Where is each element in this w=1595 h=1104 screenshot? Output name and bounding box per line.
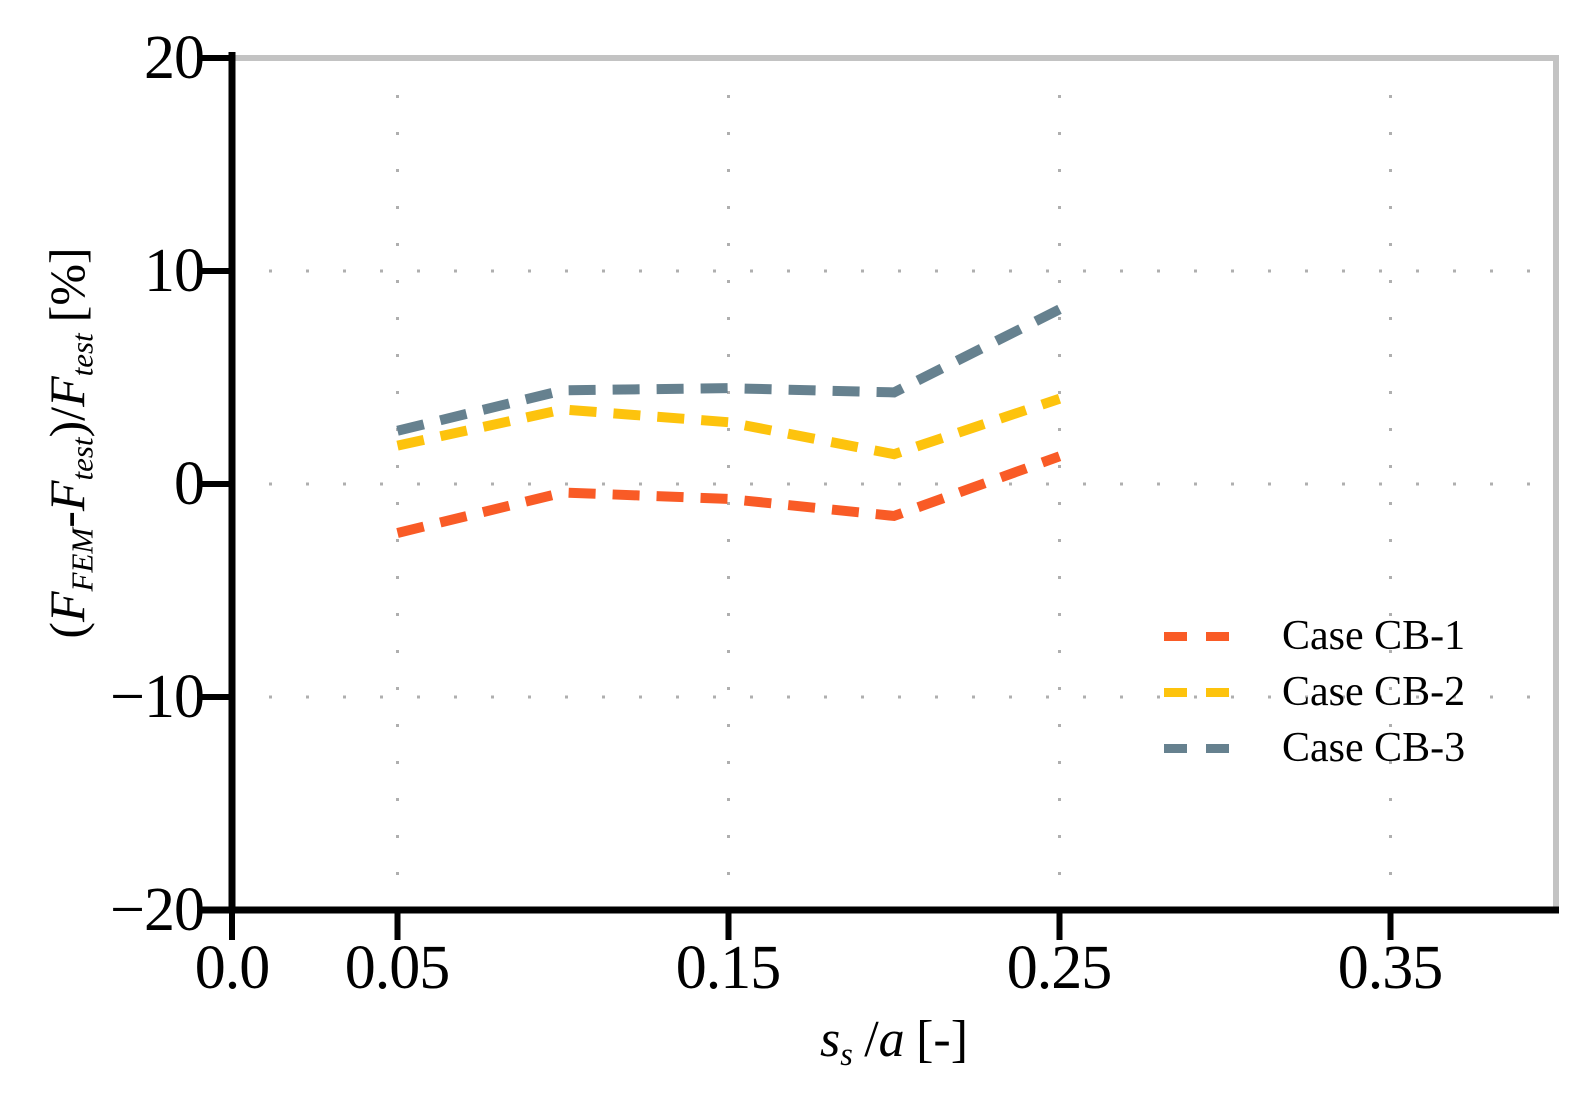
series-line-case-cb-2	[396, 394, 1062, 460]
legend-label: Case CB-3	[1282, 725, 1466, 771]
y-axis-label-part: [%]	[39, 247, 95, 323]
legend-entry-cb-1: Case CB-1	[1164, 608, 1465, 664]
y-tick-label: −20	[110, 876, 205, 944]
y-tick-label: 0	[174, 450, 205, 518]
dashed-line-swatch-icon	[1164, 687, 1187, 697]
y-axis-label-part: F	[39, 480, 95, 512]
legend-line-sample	[1164, 687, 1233, 697]
legend-label: Case CB-1	[1282, 613, 1466, 659]
y-axis-label-part: F	[39, 376, 95, 407]
y-tick-label: −10	[110, 663, 205, 731]
legend-label: Case CB-2	[1282, 669, 1466, 715]
series-line-case-cb-3	[396, 304, 1062, 436]
y-axis-label: (FFEM-Ftest)/Ftest[%]	[36, 43, 100, 843]
x-axis-label-part: [-]	[916, 1011, 969, 1068]
legend: Case CB-1 Case CB-2 Case CB-3	[1164, 608, 1465, 776]
x-tick-label: 0.15	[675, 934, 782, 1002]
x-axis-label-part: s	[819, 1011, 841, 1068]
y-axis-label-part: test	[64, 333, 100, 377]
x-tick-label: 0.35	[1337, 934, 1444, 1002]
x-tick-label: 0.05	[344, 934, 451, 1002]
dashed-line-swatch-icon	[1206, 687, 1229, 697]
legend-line-sample	[1164, 743, 1233, 753]
legend-entry-cb-3: Case CB-3	[1164, 720, 1465, 776]
dashed-line-swatch-icon	[1164, 631, 1187, 641]
y-axis-label-part: )/	[39, 406, 95, 438]
y-tick-label: 20	[144, 24, 205, 92]
dashed-line-swatch-icon	[1164, 743, 1187, 753]
y-axis-label-part: FEM	[64, 527, 100, 592]
y-axis-label-part: test	[64, 437, 100, 481]
dashed-line-swatch-icon	[1206, 743, 1229, 753]
x-axis-label-part: a	[878, 1011, 905, 1068]
series-line-case-cb-1	[396, 451, 1062, 538]
y-axis-label-part: F	[39, 591, 95, 622]
y-axis-label-part: (	[39, 621, 95, 639]
x-tick-label: 0.0	[194, 934, 271, 1002]
x-axis-label-part: s	[840, 1036, 853, 1073]
y-axis-label-part: -	[39, 511, 95, 528]
x-axis-label: ss /a [-]	[594, 1005, 1194, 1089]
legend-line-sample	[1164, 631, 1233, 641]
y-tick-label: 10	[144, 237, 205, 305]
x-tick-label: 0.25	[1006, 934, 1113, 1002]
dashed-line-swatch-icon	[1206, 631, 1229, 641]
x-axis-label-part: /	[864, 1011, 879, 1068]
legend-entry-cb-2: Case CB-2	[1164, 664, 1465, 720]
